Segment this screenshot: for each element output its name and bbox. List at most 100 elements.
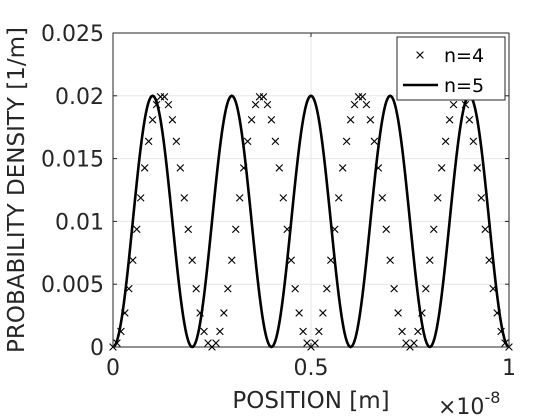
marker-n4 [228, 256, 236, 265]
y-tick-label: 0 [90, 336, 104, 361]
marker-n4 [374, 164, 383, 172]
marker-n4 [184, 225, 193, 234]
marker-n4 [481, 225, 490, 234]
marker-n4 [465, 115, 474, 124]
marker-n4 [350, 100, 359, 109]
marker-n4 [386, 256, 394, 265]
marker-n4 [271, 137, 280, 146]
marker-n4 [429, 225, 438, 234]
marker-n4 [113, 339, 121, 347]
marker-n4 [121, 309, 129, 317]
marker-n4 [216, 327, 224, 336]
marker-n4 [394, 309, 402, 317]
marker-n4 [334, 194, 343, 202]
marker-n4 [311, 339, 319, 347]
marker-n4 [255, 93, 264, 101]
marker-n4 [441, 137, 450, 146]
x-exponent-base: ×10 [438, 395, 484, 420]
marker-n4 [172, 137, 181, 146]
marker-n4 [140, 164, 149, 172]
marker-n4 [188, 256, 196, 265]
marker-n4 [323, 284, 331, 293]
marker-n4 [132, 225, 141, 234]
marker-n4 [330, 225, 339, 234]
marker-n4 [239, 164, 248, 172]
marker-n4 [212, 339, 220, 347]
marker-n4 [497, 327, 505, 336]
marker-n4 [224, 284, 232, 293]
x-tick-label: 0.5 [294, 356, 329, 381]
marker-n4 [319, 309, 327, 317]
marker-n4 [287, 256, 295, 265]
marker-n4 [196, 309, 204, 317]
marker-n4 [156, 93, 165, 101]
legend-entry-n5: n=5 [403, 75, 484, 97]
axis-ticks: 0 0.5 1 0 0.005 0.01 0.015 0.02 0.025 [41, 22, 516, 381]
marker-n4 [180, 194, 189, 202]
series-layer [109, 93, 513, 351]
marker-n4 [267, 115, 276, 124]
marker-n4 [398, 327, 406, 336]
legend-box [396, 36, 506, 101]
marker-n4 [148, 115, 157, 124]
marker-n4 [144, 137, 153, 146]
marker-n4 [152, 100, 161, 109]
marker-n4 [449, 100, 458, 109]
marker-n4 [168, 115, 177, 124]
marker-n4 [378, 194, 387, 202]
marker-n4 [117, 327, 125, 336]
y-axis-label: PROBABILITY DENSITY [1/m] [4, 27, 30, 353]
marker-n4 [346, 115, 355, 124]
marker-n4 [358, 93, 367, 101]
marker-n4 [382, 225, 391, 234]
marker-n4 [469, 137, 478, 146]
y-tick-label: 0.02 [55, 85, 104, 110]
marker-n4 [200, 327, 208, 336]
marker-n4 [342, 137, 351, 146]
marker-n4 [283, 225, 292, 234]
y-tick-label: 0.01 [55, 210, 104, 235]
x-axis-exponent: ×10-8 [438, 388, 500, 420]
marker-n4 [220, 309, 228, 317]
marker-n4 [235, 194, 244, 202]
marker-n4 [327, 256, 335, 265]
marker-n4 [275, 164, 284, 172]
marker-n4 [291, 284, 299, 293]
marker-n4 [354, 93, 363, 101]
marker-n4 [299, 327, 307, 336]
marker-n4 [473, 164, 482, 172]
legend-label-n5: n=5 [444, 75, 484, 97]
marker-n4 [160, 93, 169, 101]
marker-n4 [489, 284, 497, 293]
marker-n4 [164, 100, 173, 109]
y-tick-label: 0.025 [41, 22, 104, 47]
marker-n4 [125, 284, 133, 293]
marker-n4 [251, 100, 260, 109]
legend-entry-n4: n=4 [416, 45, 484, 67]
x-axis-label: POSITION [m] [232, 388, 389, 414]
marker-n4 [176, 164, 185, 172]
marker-n4 [433, 194, 442, 202]
marker-n4 [279, 194, 288, 202]
marker-n4 [315, 327, 323, 336]
marker-n4 [129, 256, 137, 265]
marker-n4 [259, 93, 268, 101]
x-tick-label: 0 [106, 356, 120, 381]
marker-n4 [418, 309, 426, 317]
marker-n4 [410, 339, 418, 347]
marker-n4 [477, 194, 486, 202]
legend-label-n4: n=4 [444, 45, 484, 67]
x-tick-label: 1 [502, 356, 516, 381]
marker-n4 [338, 164, 347, 172]
marker-n4 [247, 115, 256, 124]
marker-n4 [437, 164, 446, 172]
marker-n4 [493, 309, 501, 317]
marker-n4 [422, 284, 430, 293]
marker-n4 [370, 137, 379, 146]
legend: n=4 n=5 [396, 36, 506, 101]
marker-n4 [366, 115, 375, 124]
marker-n4 [295, 309, 303, 317]
y-tick-label: 0.015 [41, 148, 104, 173]
marker-n4 [485, 256, 493, 265]
